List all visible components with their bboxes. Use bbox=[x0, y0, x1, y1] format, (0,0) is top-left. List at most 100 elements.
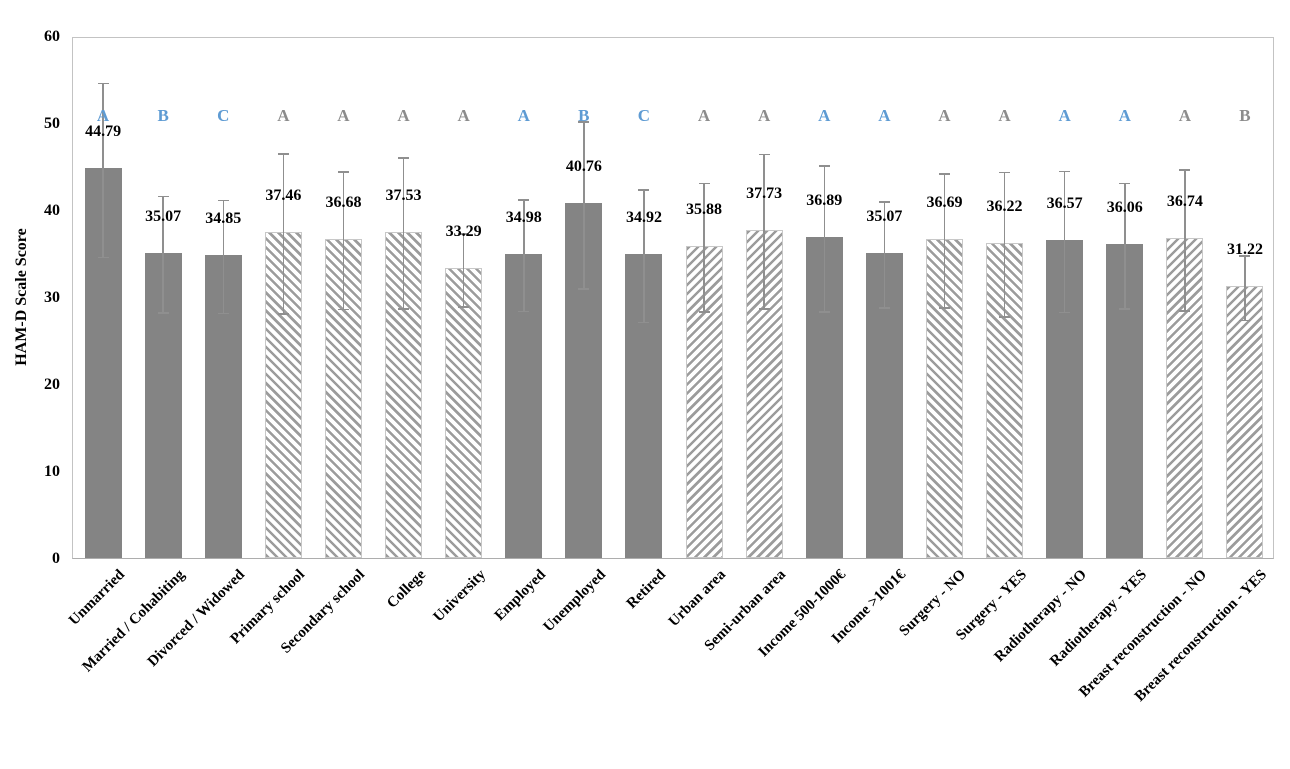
error-bar bbox=[703, 183, 705, 313]
error-bar bbox=[643, 190, 645, 323]
bar-value-label: 37.73 bbox=[746, 184, 783, 202]
bar-value-label: 37.46 bbox=[265, 187, 302, 205]
error-bar-cap bbox=[1179, 169, 1191, 171]
error-bar-cap bbox=[999, 171, 1011, 174]
error-bar bbox=[162, 196, 164, 314]
significance-letter: A bbox=[1118, 106, 1131, 125]
error-bar bbox=[282, 154, 285, 315]
bar-value-label: 36.89 bbox=[806, 192, 843, 210]
error-bar-cap bbox=[337, 308, 349, 311]
bar bbox=[1226, 286, 1264, 558]
error-bar-cap bbox=[398, 308, 410, 310]
significance-letter: A bbox=[697, 106, 711, 125]
error-bar-cap bbox=[638, 189, 650, 191]
bar-value-label: 36.06 bbox=[1106, 199, 1143, 217]
bar-value-label: 35.07 bbox=[866, 207, 903, 225]
error-bar-cap bbox=[938, 307, 950, 309]
y-axis-tick-label: 20 bbox=[44, 376, 60, 393]
error-bar-cap bbox=[337, 171, 349, 173]
error-bar bbox=[402, 157, 405, 310]
significance-letter: A bbox=[517, 106, 530, 125]
error-bar-cap bbox=[878, 201, 890, 203]
error-bar-cap bbox=[518, 310, 530, 313]
bar-value-label: 34.98 bbox=[505, 208, 542, 226]
error-bar bbox=[1184, 169, 1186, 311]
error-bar-cap bbox=[277, 313, 289, 315]
error-bar-cap bbox=[217, 312, 229, 315]
error-bar-cap bbox=[458, 306, 470, 308]
significance-letter: A bbox=[457, 106, 470, 125]
error-bar-cap bbox=[638, 321, 650, 324]
error-bar bbox=[763, 154, 765, 310]
error-bar-cap bbox=[1059, 311, 1071, 314]
bar-value-label: 35.88 bbox=[686, 200, 723, 218]
y-axis-tick-label: 50 bbox=[44, 115, 60, 132]
bar-value-label: 44.79 bbox=[85, 123, 122, 141]
bar-value-label: 36.74 bbox=[1166, 193, 1203, 211]
error-bar-cap bbox=[1239, 319, 1251, 322]
significance-letter: A bbox=[938, 106, 951, 125]
error-bar-cap bbox=[698, 311, 710, 313]
error-bar-cap bbox=[938, 173, 950, 175]
error-bar bbox=[1003, 172, 1006, 318]
bar bbox=[445, 268, 483, 558]
bar-value-label: 36.68 bbox=[325, 193, 362, 211]
significance-letter: A bbox=[878, 106, 891, 125]
error-bar bbox=[943, 173, 946, 308]
significance-letter: A bbox=[998, 106, 1011, 125]
significance-letter: B bbox=[578, 106, 590, 125]
bar-value-label: 34.85 bbox=[205, 209, 242, 227]
bar-value-label: 33.29 bbox=[445, 223, 482, 241]
error-bar-cap bbox=[818, 165, 830, 167]
error-bar-cap bbox=[578, 121, 590, 123]
error-bar bbox=[102, 83, 104, 258]
error-bar-cap bbox=[458, 233, 470, 235]
error-bar-cap bbox=[758, 308, 770, 310]
error-bar bbox=[342, 172, 345, 310]
bar-value-label: 37.53 bbox=[385, 186, 422, 204]
error-bar bbox=[823, 165, 825, 313]
error-bar-cap bbox=[1179, 310, 1191, 312]
significance-letter: C bbox=[637, 106, 651, 125]
significance-letter: B bbox=[157, 106, 169, 125]
significance-letter: A bbox=[397, 106, 410, 125]
significance-letter: A bbox=[1058, 106, 1071, 125]
error-bar bbox=[1124, 183, 1126, 309]
error-bar-cap bbox=[1059, 170, 1071, 173]
plot-area: 44.79 A 35.07 B 34.85 C 37.46 A 36.68 A 37.53 A 33.2… bbox=[72, 37, 1274, 559]
y-axis-tick-label: 10 bbox=[44, 463, 60, 480]
y-axis-tick-label: 30 bbox=[44, 289, 60, 306]
significance-letter: A bbox=[277, 106, 290, 125]
significance-letter: A bbox=[337, 106, 350, 125]
error-bar-cap bbox=[878, 307, 890, 309]
error-bar bbox=[1244, 256, 1246, 321]
bar-value-label: 35.07 bbox=[145, 207, 182, 225]
error-bar bbox=[523, 199, 525, 312]
error-bar-cap bbox=[157, 195, 169, 198]
error-bar-cap bbox=[698, 182, 710, 185]
bar-value-label: 36.57 bbox=[1046, 194, 1083, 212]
error-bar bbox=[222, 200, 224, 314]
error-bar bbox=[462, 233, 465, 307]
error-bar-cap bbox=[217, 199, 229, 201]
bar-value-label: 36.22 bbox=[986, 197, 1023, 215]
error-bar bbox=[1063, 171, 1066, 313]
bar-value-label: 36.69 bbox=[926, 193, 963, 211]
error-bar-cap bbox=[1119, 308, 1131, 310]
y-axis-tick-label: 60 bbox=[44, 28, 60, 45]
bar-value-label: 40.76 bbox=[565, 158, 602, 176]
error-bar-cap bbox=[1239, 255, 1251, 257]
significance-letter: B bbox=[1239, 106, 1251, 125]
significance-letter: A bbox=[1178, 106, 1191, 125]
error-bar-cap bbox=[518, 199, 530, 201]
error-bar-cap bbox=[97, 82, 109, 85]
significance-letter: A bbox=[818, 106, 831, 125]
bar-value-label: 31.22 bbox=[1226, 241, 1263, 259]
bar-value-label: 34.92 bbox=[625, 209, 662, 227]
error-bar-cap bbox=[818, 311, 830, 313]
error-bar-cap bbox=[157, 312, 169, 314]
error-bar-cap bbox=[277, 153, 289, 155]
y-axis-tick-label: 0 bbox=[52, 550, 60, 567]
significance-letter: C bbox=[217, 106, 230, 125]
